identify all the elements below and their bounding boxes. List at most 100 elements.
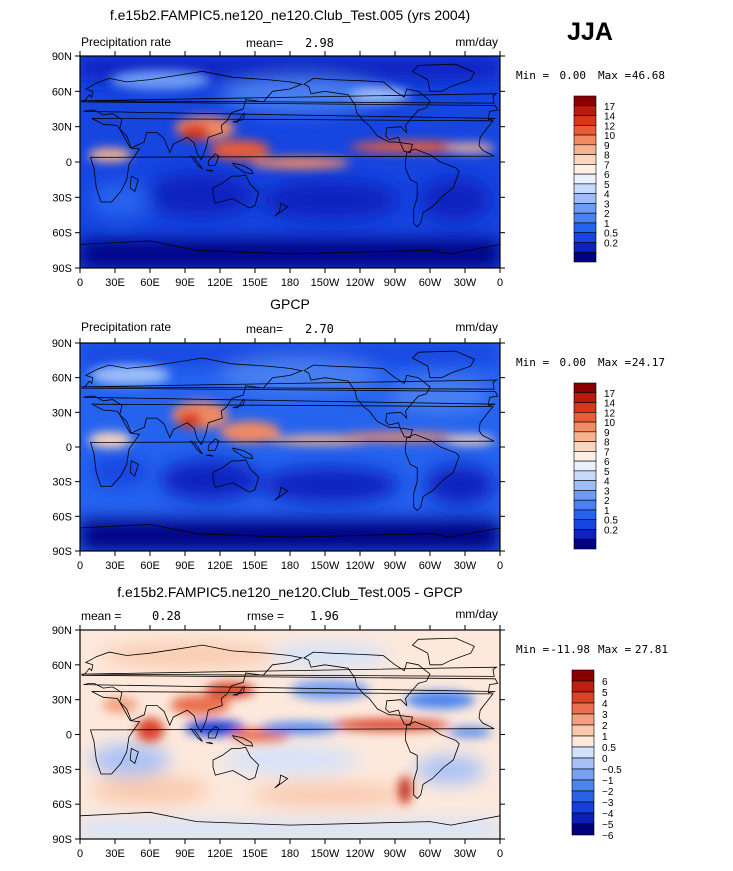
mean-value: 0.28 bbox=[152, 609, 181, 623]
colorbar-swatch bbox=[573, 95, 597, 107]
colorbar-swatch bbox=[573, 242, 597, 253]
min-label: Min = bbox=[516, 356, 549, 369]
colorbar-label: 12 bbox=[604, 121, 616, 132]
lon-tick-label: 90W bbox=[384, 848, 407, 860]
colorbar-label: 6 bbox=[604, 457, 610, 468]
lon-tick-label: 90W bbox=[384, 560, 407, 572]
colorbar-swatch bbox=[573, 164, 597, 175]
lon-tick-label: 120W bbox=[346, 560, 375, 572]
colorbar-swatch bbox=[573, 470, 597, 481]
colorbar-swatch bbox=[573, 134, 597, 146]
coastline-13 bbox=[129, 747, 139, 765]
colorbar-swatch bbox=[571, 669, 595, 682]
colorbar-swatch bbox=[573, 460, 597, 472]
lon-tick-label: 150E bbox=[242, 848, 268, 860]
colorbar-label: 12 bbox=[604, 408, 616, 419]
lon-tick-label: 120E bbox=[207, 277, 233, 289]
colorbar-swatch bbox=[573, 382, 597, 394]
longitude-axis: 0 30E 60E 90E 120E 150E 180 150W 120W 90W 60W 30W 0 bbox=[77, 51, 503, 289]
lon-tick-label: 180 bbox=[281, 560, 299, 572]
colorbar-swatch bbox=[571, 680, 595, 693]
colorbar-swatch bbox=[573, 529, 597, 540]
lat-tick-label: 90S bbox=[52, 834, 72, 846]
mean-value: 2.70 bbox=[305, 322, 334, 336]
colorbar-label: 3 bbox=[604, 486, 610, 497]
colorbar-label: 1 bbox=[602, 732, 608, 743]
lon-tick-label: 180 bbox=[281, 277, 299, 289]
lon-tick-label: 60W bbox=[419, 277, 442, 289]
lat-tick-label: 90S bbox=[52, 546, 72, 558]
colorbar-label: 5 bbox=[602, 688, 608, 699]
colorbar-label: 10 bbox=[604, 131, 616, 142]
units-label: mm/day bbox=[455, 35, 498, 49]
lon-tick-label: 150W bbox=[311, 848, 340, 860]
colorbar-swatch bbox=[573, 115, 597, 126]
colorbar-swatch bbox=[573, 441, 597, 452]
colorbar-label: −3 bbox=[602, 798, 614, 809]
colorbar-label: −4 bbox=[602, 809, 614, 820]
colorbar-label: 6 bbox=[602, 677, 608, 688]
colorbar-label: 4 bbox=[604, 190, 610, 201]
colorbar-label: 10 bbox=[604, 418, 616, 429]
colorbar-swatch bbox=[573, 173, 597, 185]
colorbar-label: 5 bbox=[604, 180, 610, 191]
lon-tick-label: 60E bbox=[140, 277, 160, 289]
coastline-6 bbox=[232, 399, 245, 409]
colorbar-swatch bbox=[573, 431, 597, 442]
colorbar-swatch bbox=[573, 509, 597, 521]
lat-tick-label: 30N bbox=[52, 695, 72, 707]
colorbar-swatch bbox=[571, 691, 595, 704]
map-field bbox=[80, 56, 500, 268]
colorbar-swatch bbox=[573, 480, 597, 491]
coastline-7 bbox=[189, 440, 203, 455]
colorbar-swatch bbox=[571, 757, 595, 770]
lon-tick-label: 0 bbox=[497, 277, 503, 289]
map-field bbox=[80, 343, 500, 551]
lon-tick-label: 0 bbox=[77, 277, 83, 289]
coastline-1 bbox=[80, 70, 499, 161]
lon-tick-label: 150E bbox=[242, 560, 268, 572]
colorbar-swatch bbox=[571, 790, 595, 803]
colorbar-swatch bbox=[573, 490, 597, 501]
colorbar-label: 0.2 bbox=[604, 238, 618, 249]
lat-tick-label: 60S bbox=[52, 228, 72, 240]
panel-title: f.e15b2.FAMPIC5.ne120_ne120.Club_Test.00… bbox=[110, 7, 470, 23]
colorbar-label: 0.5 bbox=[604, 516, 618, 527]
coastlines bbox=[80, 637, 500, 839]
colorbar-swatch bbox=[573, 154, 597, 165]
coastline-0 bbox=[89, 691, 495, 775]
lon-tick-label: 120E bbox=[207, 848, 233, 860]
colorbar-label: −0.5 bbox=[602, 765, 622, 776]
coastline-13 bbox=[129, 460, 139, 477]
lon-tick-label: 90E bbox=[175, 560, 195, 572]
season-label: JJA bbox=[567, 18, 613, 46]
colorbar-swatch bbox=[573, 499, 597, 511]
colorbar-label: −2 bbox=[602, 787, 614, 798]
coastline-7 bbox=[189, 727, 203, 742]
lon-tick-label: 60E bbox=[140, 848, 160, 860]
lat-tick-label: 90S bbox=[52, 263, 72, 275]
colorbar-label: 14 bbox=[604, 112, 616, 123]
latitude-axis: 90N 60N 30N 0 30S 60S 90S bbox=[52, 338, 505, 558]
lat-tick-label: 90N bbox=[52, 338, 72, 350]
lat-tick-label: 90N bbox=[52, 51, 72, 63]
coastline-4 bbox=[405, 721, 460, 799]
colorbar-label: −6 bbox=[602, 831, 614, 842]
lat-tick-label: 0 bbox=[66, 730, 72, 742]
max-value: 27.81 bbox=[635, 643, 668, 656]
lon-tick-label: 120W bbox=[346, 848, 375, 860]
colorbar-swatch bbox=[573, 538, 597, 550]
lat-tick-label: 90N bbox=[52, 625, 72, 637]
lon-tick-label: 150W bbox=[311, 277, 340, 289]
coastline-3 bbox=[303, 651, 431, 726]
colorbar-label: 0.5 bbox=[604, 229, 618, 240]
min-label: Min = bbox=[516, 69, 549, 82]
colorbar-swatch bbox=[571, 823, 595, 836]
coastline-10 bbox=[232, 735, 254, 747]
colorbar-label: 4 bbox=[602, 699, 608, 710]
lon-tick-label: 30E bbox=[105, 848, 125, 860]
lat-tick-label: 30S bbox=[52, 192, 72, 204]
max-label: Max = bbox=[598, 356, 631, 369]
coastline-2 bbox=[212, 174, 259, 209]
